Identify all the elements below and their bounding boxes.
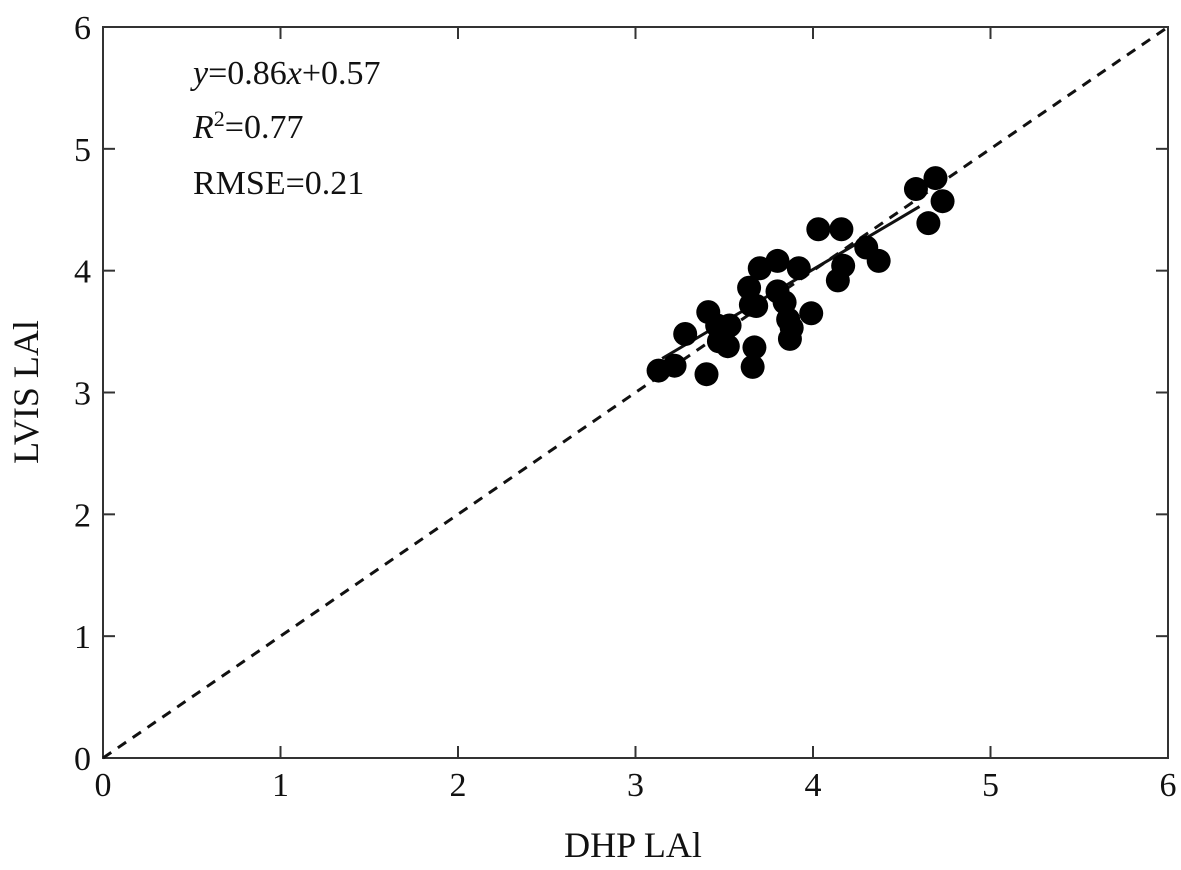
data-point: [673, 322, 698, 347]
equation-annotation: y=0.86x+0.57: [190, 55, 381, 92]
x-tick-label: 4: [805, 767, 822, 804]
x-axis-ticks: 0 1 2 3 4 5 6: [95, 27, 1177, 804]
x-tick-label: 5: [982, 767, 999, 804]
data-point: [744, 293, 769, 318]
data-point: [916, 211, 941, 236]
data-point: [903, 177, 928, 202]
data-point: [831, 253, 856, 278]
data-points: [646, 166, 955, 387]
data-point: [742, 335, 767, 360]
y-axis-label: LVIS LAl: [6, 320, 46, 464]
data-point: [829, 217, 854, 242]
y-tick-label: 6: [74, 10, 91, 47]
data-point: [799, 301, 824, 326]
y-tick-label: 2: [74, 497, 91, 534]
data-point: [715, 334, 740, 359]
y-tick-label: 1: [74, 619, 91, 656]
x-tick-label: 2: [450, 767, 467, 804]
y-tick-label: 5: [74, 132, 91, 169]
rmse-annotation: RMSE=0.21: [193, 165, 364, 202]
y-tick-label: 3: [74, 376, 91, 413]
data-point: [806, 217, 831, 242]
data-point: [717, 313, 742, 338]
x-tick-label: 0: [95, 767, 112, 804]
x-axis-label: DHP LAl: [564, 825, 702, 865]
data-point: [786, 256, 811, 281]
data-point: [765, 248, 790, 273]
data-point: [923, 166, 948, 191]
x-tick-label: 1: [272, 767, 289, 804]
lines-layer: [102, 25, 1169, 760]
x-tick-label: 6: [1160, 767, 1177, 804]
regression-fit-line: [661, 205, 921, 360]
y-axis-ticks: 0 1 2 3 4 5 6: [74, 10, 1168, 778]
data-point: [662, 353, 687, 378]
data-point: [779, 315, 804, 340]
y-tick-label: 4: [74, 254, 91, 291]
r-squared-annotation: R2=0.77: [192, 106, 303, 146]
data-point: [866, 248, 891, 273]
data-point: [740, 354, 765, 379]
y-tick-label: 0: [74, 741, 91, 778]
x-tick-label: 3: [627, 767, 644, 804]
data-point: [930, 189, 955, 214]
data-point: [694, 362, 719, 387]
